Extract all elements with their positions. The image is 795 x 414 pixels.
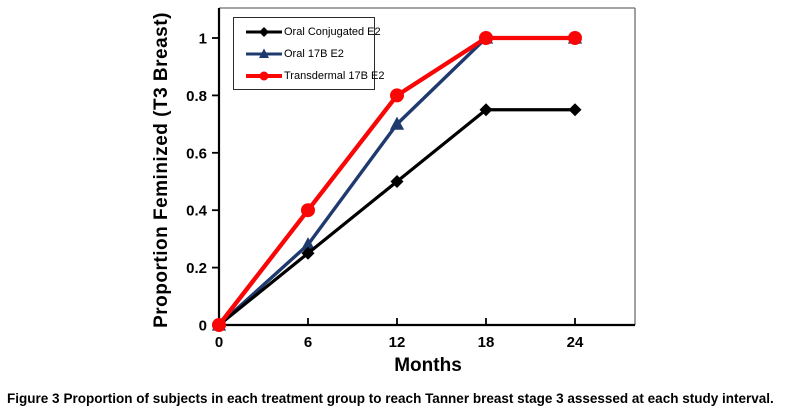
marker-oral-17b-e2-12mo (389, 116, 405, 130)
legend-label: Transdermal 17B E2 (284, 69, 385, 82)
marker-transdermal-17b-e2-0mo (212, 318, 226, 332)
x-tick-label: 12 (389, 334, 406, 351)
y-axis-title: Proportion Feminized (T3 Breast) (151, 12, 172, 328)
legend-item-transdermal-17b-e2: Transdermal 17B E2 (245, 67, 384, 84)
marker-oral-conjugated-e2-6mo (301, 246, 315, 260)
marker-transdermal-17b-e2-12mo (390, 88, 404, 103)
legend: Oral Conjugated E2 Oral 17B E2 Transdermal… (233, 17, 384, 90)
y-tick-label: 1 (199, 31, 207, 48)
marker-oral-conjugated-e2-18mo (479, 103, 493, 117)
x-tick-label: 6 (304, 334, 312, 351)
x-tick-label: 24 (567, 334, 584, 351)
marker-oral-conjugated-e2-24mo (568, 103, 582, 117)
series-line-oral-conjugated-e2 (217, 108, 577, 327)
legend-item-oral-conjugated-e2: Oral Conjugated E2 (245, 23, 381, 40)
legend-label: Oral Conjugated E2 (284, 25, 381, 38)
y-tick-label: 0 (199, 318, 207, 335)
marker-oral-17b-e2-6mo (300, 237, 316, 251)
legend-label: Oral 17B E2 (284, 47, 344, 60)
marker-oral-conjugated-e2-12mo (390, 175, 404, 188)
figure-caption: Figure 3 Proportion of subjects in each t… (7, 391, 791, 408)
figure-caption-text: Proportion of subjects in each treatment… (63, 391, 774, 406)
marker-transdermal-17b-e2-6mo (301, 203, 315, 218)
diamond-marker-icon (246, 26, 282, 37)
y-tick-label: 0.6 (186, 145, 207, 162)
plot-area: 0 0.2 0.4 0.6 0.8 1 0 6 12 18 24 (186, 7, 636, 351)
marker-transdermal-17b-e2-18mo (479, 31, 493, 45)
figure-caption-label: Figure 3 (7, 391, 60, 406)
x-tick-label: 18 (478, 334, 495, 351)
x-axis-title: Months (394, 355, 462, 376)
x-tick-label: 0 (215, 334, 223, 351)
y-tick-label: 0.8 (186, 88, 207, 105)
y-tick-label: 0.2 (186, 260, 207, 277)
legend-item-oral-17b-e2: Oral 17B E2 (245, 45, 370, 62)
triangle-marker-icon (246, 48, 282, 58)
circle-marker-icon (246, 71, 282, 80)
marker-transdermal-17b-e2-24mo (568, 31, 582, 45)
y-tick-label: 0.4 (186, 203, 208, 220)
